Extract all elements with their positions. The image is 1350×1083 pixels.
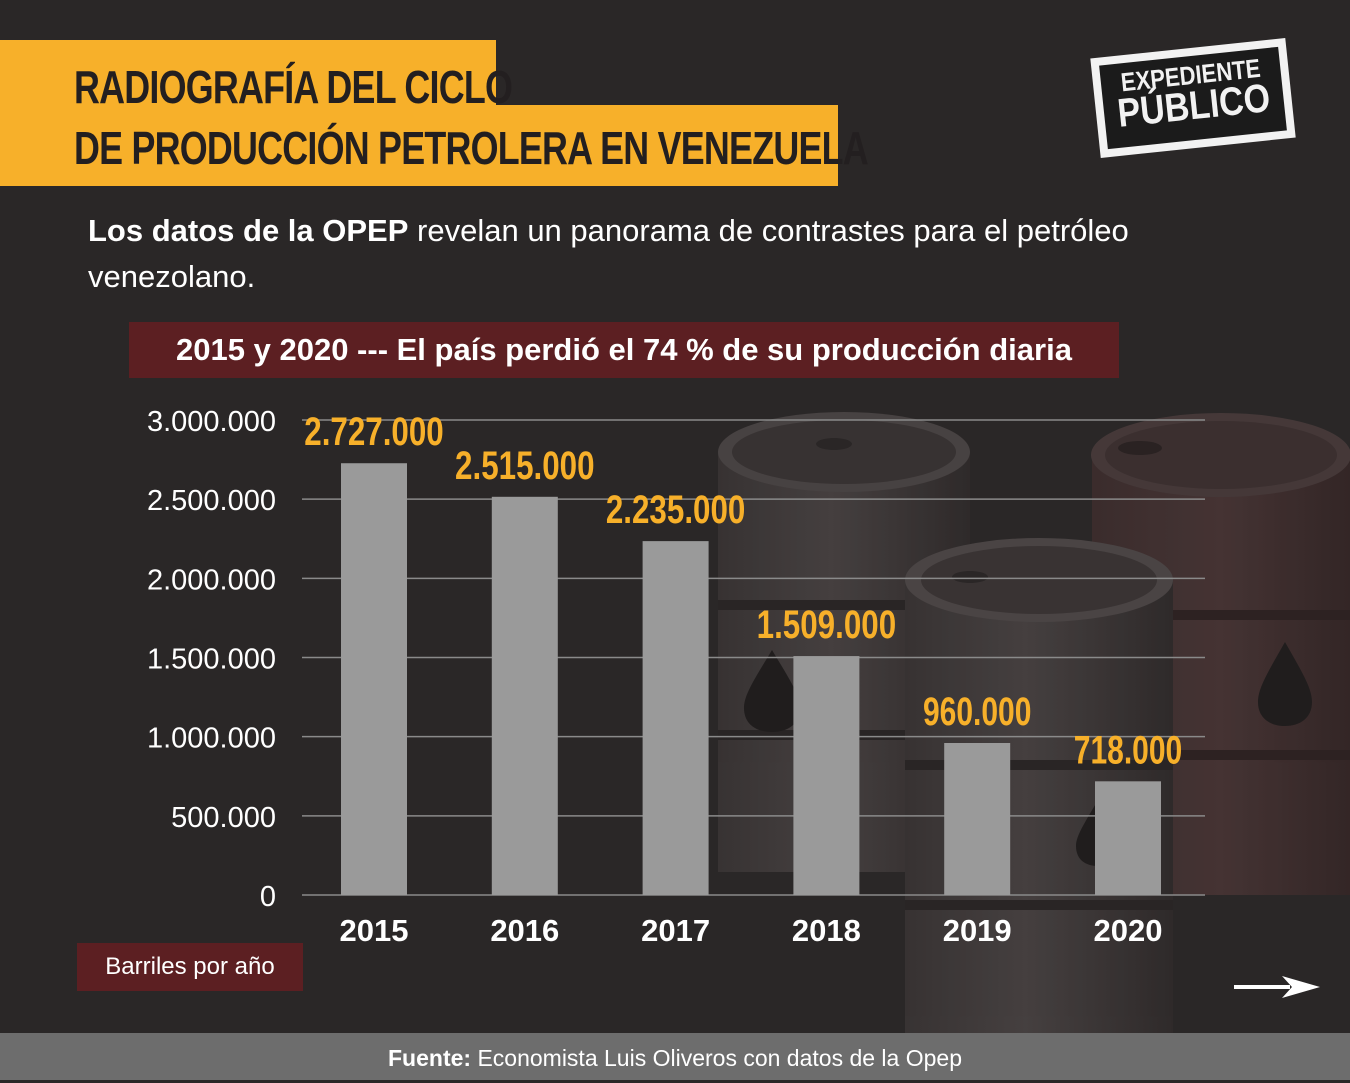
bar-value-label: 2.515.000 xyxy=(455,444,595,488)
y-tick-label: 3.000.000 xyxy=(147,406,276,438)
intro-paragraph: Los datos de la OPEP revelan un panorama… xyxy=(88,208,1188,300)
x-tick-label: 2018 xyxy=(792,913,861,948)
bar xyxy=(793,656,860,895)
x-axis-ticks: 2015 2016 2017 2018 2019 2020 xyxy=(340,913,1163,948)
y-tick-label: 2.500.000 xyxy=(147,485,276,517)
y-axis-unit-label: Barriles por año xyxy=(77,943,303,991)
gridlines xyxy=(302,419,1205,896)
bar-value-label: 2.235.000 xyxy=(606,488,746,532)
y-axis-ticks: 0 500.000 1.000.000 1.500.000 2.000.000 2.500… xyxy=(147,406,276,913)
x-tick-label: 2017 xyxy=(641,913,710,948)
bar-value-label: 960.000 xyxy=(923,690,1032,734)
source-footer: Fuente: Economista Luis Oliveros con dat… xyxy=(0,1033,1350,1080)
bar xyxy=(1095,781,1161,895)
title-line-1: RADIOGRAFÍA DEL CICLO xyxy=(0,40,513,113)
x-tick-label: 2019 xyxy=(943,913,1012,948)
y-tick-label: 2.000.000 xyxy=(147,564,276,596)
intro-text: revelan un panorama de contrastes para e… xyxy=(88,213,1129,294)
x-tick-label: 2016 xyxy=(490,913,559,948)
next-arrow-icon[interactable] xyxy=(1232,974,1322,1000)
bar-value-label: 1.509.000 xyxy=(757,603,897,647)
intro-bold: Los datos de la OPEP xyxy=(88,213,409,248)
y-tick-label: 0 xyxy=(260,881,276,913)
source-text: Economista Luis Oliveros con datos de la… xyxy=(471,1045,962,1071)
bar xyxy=(341,463,407,895)
source-label: Fuente: xyxy=(388,1045,472,1071)
x-tick-label: 2015 xyxy=(340,913,409,948)
chart-title: 2015 y 2020 --- El país perdió el 74 % d… xyxy=(129,322,1119,378)
y-tick-label: 500.000 xyxy=(171,802,276,834)
y-tick-label: 1.000.000 xyxy=(147,723,276,755)
bar xyxy=(944,743,1011,895)
bar-value-label: 718.000 xyxy=(1074,728,1183,772)
x-tick-label: 2020 xyxy=(1094,913,1163,948)
bar-value-label: 2.727.000 xyxy=(304,410,444,454)
bar xyxy=(642,541,709,895)
title-line-2: DE PRODUCCIÓN PETROLERA EN VENEZUELA xyxy=(0,105,869,186)
bars xyxy=(341,463,1161,895)
y-tick-label: 1.500.000 xyxy=(147,644,276,676)
bar xyxy=(491,496,558,895)
